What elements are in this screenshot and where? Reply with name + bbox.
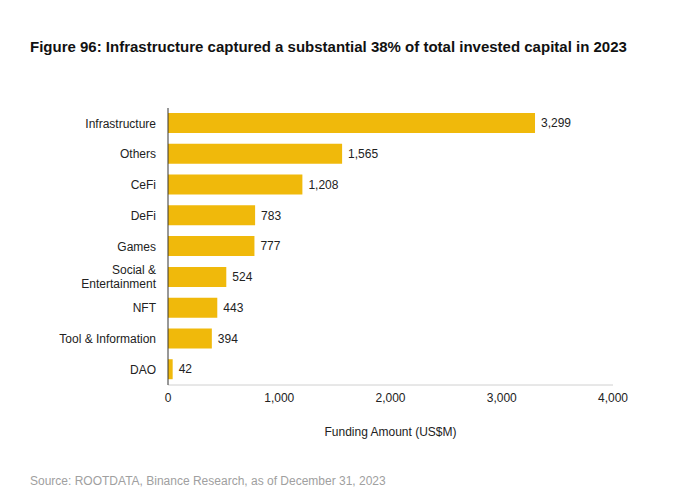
svg-text:Others: Others	[120, 147, 156, 161]
svg-text:Infrastructure: Infrastructure	[85, 117, 156, 131]
svg-text:Funding Amount (US$M): Funding Amount (US$M)	[324, 425, 456, 439]
svg-text:42: 42	[179, 362, 193, 376]
svg-text:3,299: 3,299	[541, 116, 571, 130]
svg-text:NFT: NFT	[133, 301, 157, 315]
svg-text:1,000: 1,000	[264, 391, 294, 405]
svg-text:DeFi: DeFi	[131, 209, 156, 223]
svg-text:443: 443	[223, 301, 243, 315]
svg-text:DAO: DAO	[130, 363, 156, 377]
html-text:Source: ROOTDATA, Binance Rese: Source: ROOTDATA, Binance Research, as o…	[30, 474, 386, 488]
svg-text:524: 524	[232, 270, 252, 284]
svg-text:Social &Entertainment: Social &Entertainment	[81, 263, 156, 291]
svg-text:1,208: 1,208	[308, 178, 338, 192]
svg-text:0: 0	[165, 391, 172, 405]
svg-text:CeFi: CeFi	[131, 178, 156, 192]
svg-text:783: 783	[261, 209, 281, 223]
svg-text:Games: Games	[117, 240, 156, 254]
svg-text:4,000: 4,000	[598, 391, 628, 405]
svg-text:1,565: 1,565	[348, 147, 378, 161]
svg-text:Tool & Information: Tool & Information	[59, 332, 156, 346]
svg-text:2,000: 2,000	[375, 391, 405, 405]
svg-text:394: 394	[218, 332, 238, 346]
html-text:Figure 96: Infrastructure capt: Figure 96: Infrastructure captured a sub…	[30, 38, 627, 55]
svg-text:3,000: 3,000	[487, 391, 517, 405]
svg-text:777: 777	[260, 239, 280, 253]
